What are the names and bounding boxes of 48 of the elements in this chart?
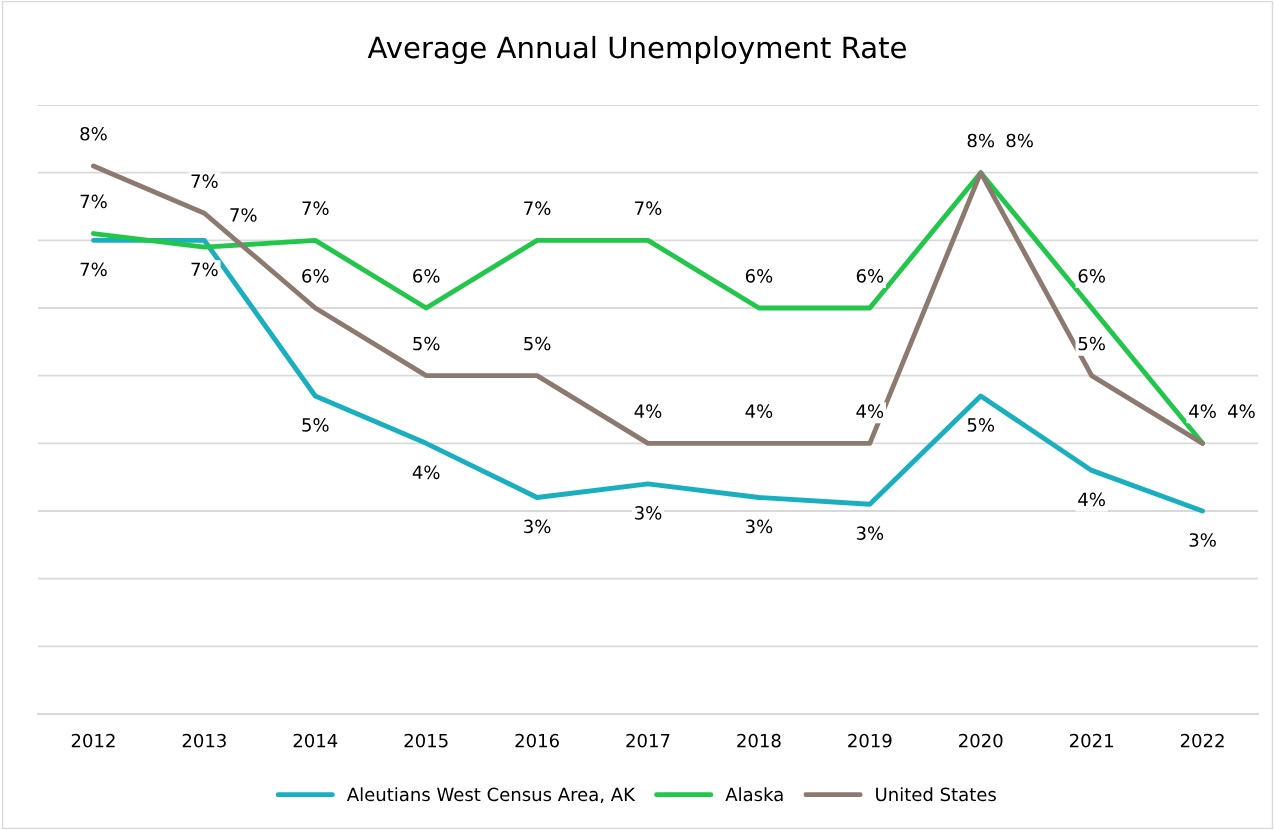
data-label: 3% <box>524 519 551 534</box>
data-label: 3% <box>745 519 773 534</box>
legend-label: United States <box>876 787 996 802</box>
data-label: 7% <box>191 174 218 188</box>
data-label: 3% <box>856 526 884 541</box>
data-label: 7% <box>80 262 107 277</box>
data-label: 4% <box>412 465 440 480</box>
data-label: 4% <box>1189 404 1216 419</box>
data-label: 7% <box>230 208 257 222</box>
data-label: 4% <box>856 404 884 419</box>
data-label: 8% <box>1006 133 1033 148</box>
data-label: 4% <box>1228 404 1255 419</box>
data-label: 7% <box>635 201 662 216</box>
data-label: 6% <box>745 269 773 283</box>
x-tick-label: 2021 <box>1069 733 1113 748</box>
data-label: 4% <box>1078 492 1105 507</box>
x-tick-label: 2020 <box>959 733 1003 748</box>
data-label: 3% <box>635 506 662 520</box>
data-label: 3% <box>1189 533 1216 547</box>
data-label: 7% <box>524 201 551 216</box>
data-label: 7% <box>302 201 329 216</box>
data-label: 4% <box>634 404 662 419</box>
data-label: 5% <box>1078 336 1105 351</box>
data-label: 5% <box>967 418 995 432</box>
x-tick-label: 2015 <box>404 733 448 748</box>
data-label: 7% <box>191 262 218 277</box>
x-tick-label: 2014 <box>293 733 338 748</box>
data-label: 7% <box>80 194 107 209</box>
data-label: 8% <box>80 126 107 141</box>
data-label: 5% <box>302 418 329 432</box>
x-tick-label: 2019 <box>848 733 892 748</box>
x-tick-label: 2013 <box>182 733 226 748</box>
chart-title: Average Annual Unemployment Rate <box>367 35 906 65</box>
data-label: 8% <box>967 133 995 148</box>
data-label: 5% <box>413 336 440 351</box>
legend-label: Aleutians West Census Area, AK <box>346 787 636 804</box>
x-tick-label: 2017 <box>626 733 670 748</box>
data-label: 6% <box>413 269 440 283</box>
data-label: 4% <box>745 404 773 419</box>
data-label: 6% <box>1078 269 1105 283</box>
x-tick-label: 2012 <box>71 733 115 748</box>
legend-label: Alaska <box>725 787 783 802</box>
data-label: 5% <box>524 336 551 351</box>
x-tick-label: 2016 <box>515 733 559 748</box>
data-label: 6% <box>302 269 329 283</box>
x-tick-label: 2018 <box>737 733 781 748</box>
data-label: 6% <box>856 269 884 283</box>
x-tick-label: 2022 <box>1180 733 1224 748</box>
